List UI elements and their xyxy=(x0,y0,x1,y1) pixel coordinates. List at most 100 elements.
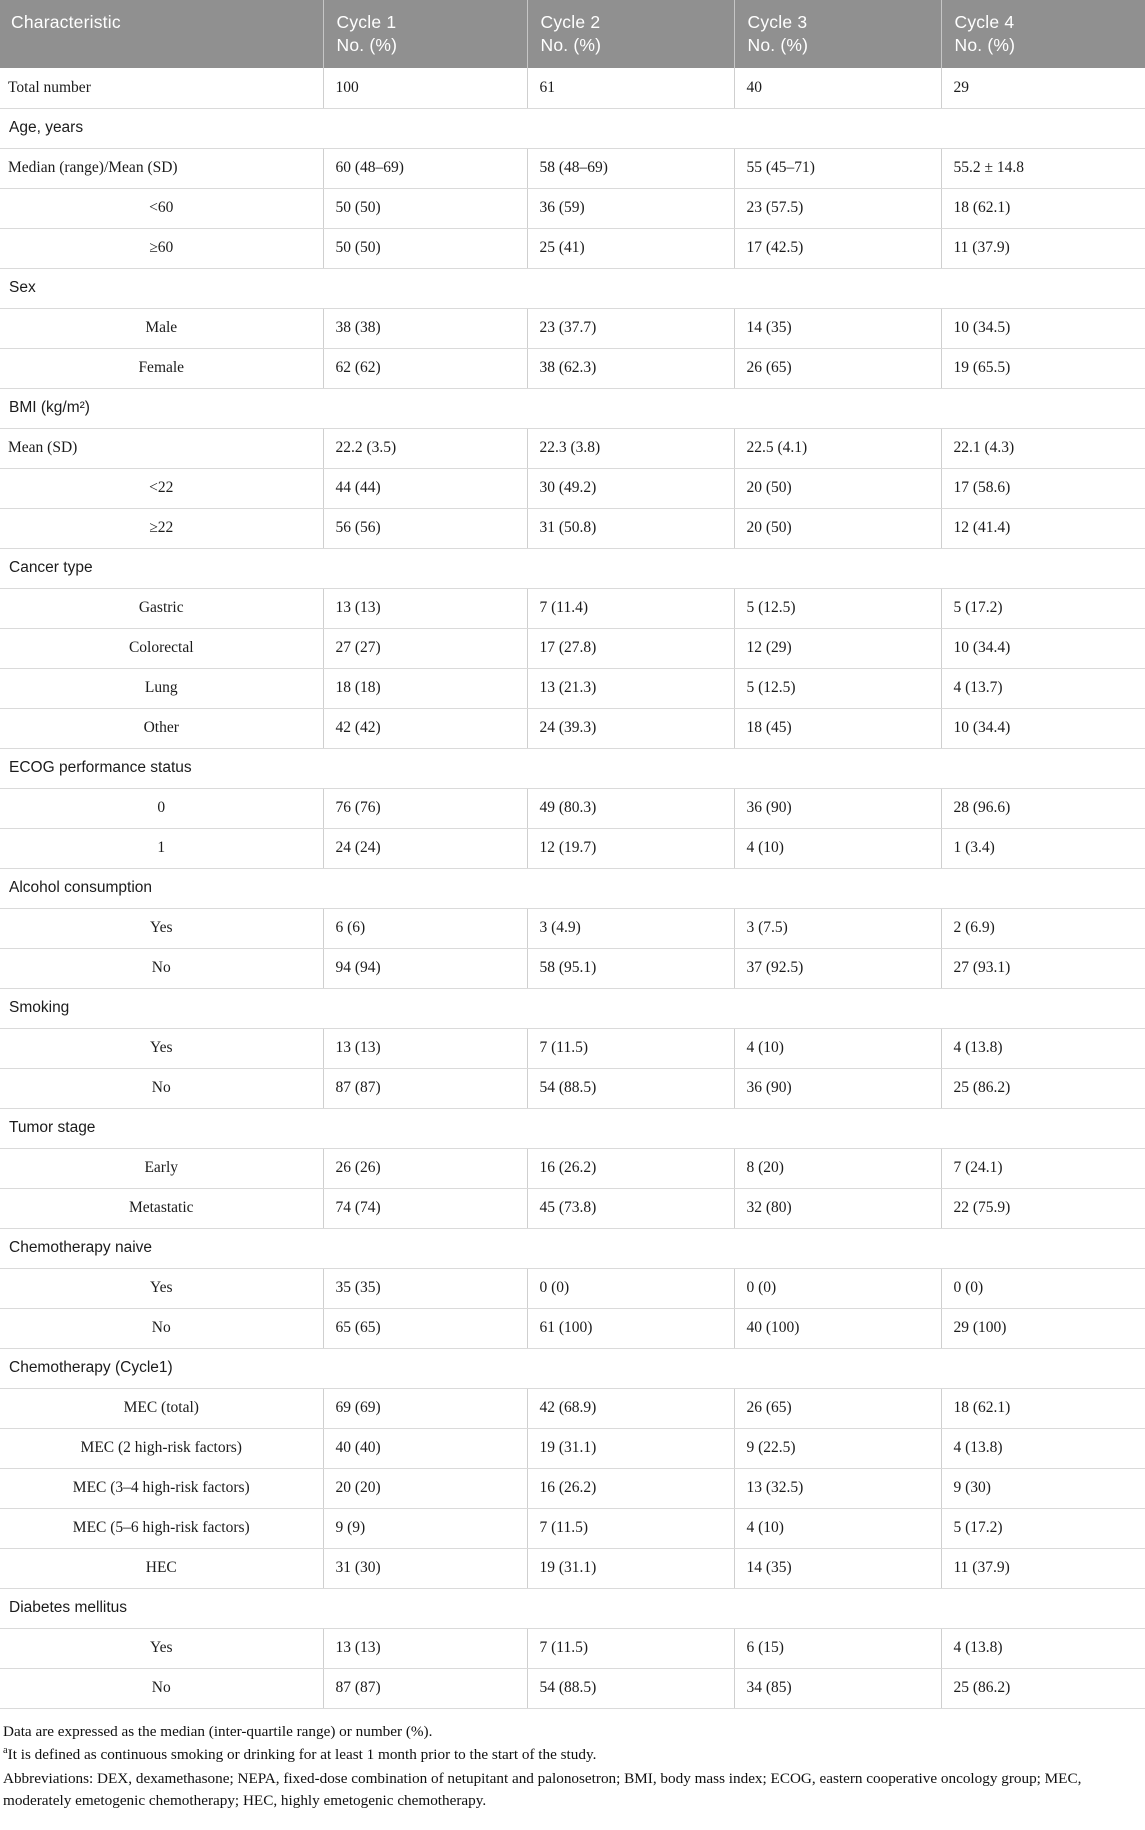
cell-cycle-2: 12 (19.7) xyxy=(526,828,734,869)
cell-cycle-4: 5 (17.2) xyxy=(940,1508,1145,1549)
cell-cycle-4: 9 (30) xyxy=(940,1468,1145,1509)
table-row: No 87 (87) 54 (88.5) 36 (90) 25 (86.2) xyxy=(0,1068,1145,1109)
table-row: No 65 (65) 61 (100) 40 (100) 29 (100) xyxy=(0,1308,1145,1349)
cell-cycle-2: 38 (62.3) xyxy=(526,348,734,389)
row-label: MEC (total) xyxy=(0,1388,323,1429)
cell-cycle-3: 36 (90) xyxy=(733,1068,941,1109)
cell-cycle-1: 31 (30) xyxy=(322,1548,527,1589)
row-label: <22 xyxy=(0,468,323,509)
cell-cycle-4: 17 (58.6) xyxy=(940,468,1145,509)
cell-cycle-2: 25 (41) xyxy=(526,228,734,269)
section-row-age-years: Age, years xyxy=(0,107,1145,149)
cell-cycle-4: 25 (86.2) xyxy=(940,1668,1145,1709)
cell-cycle-1: 42 (42) xyxy=(322,708,527,749)
column-subtitle: No. (%) xyxy=(747,35,809,55)
cell-cycle-4: 18 (62.1) xyxy=(940,188,1145,229)
cell-cycle-3: 20 (50) xyxy=(733,468,941,509)
cell-cycle-4: 55.2 ± 14.8 xyxy=(940,148,1145,189)
column-title: Cycle 3 xyxy=(747,12,808,32)
row-label: No xyxy=(0,1668,323,1709)
section-header-label: Sex xyxy=(0,267,1145,309)
cell-cycle-4: 22.1 (4.3) xyxy=(940,428,1145,469)
cell-cycle-4: 29 (100) xyxy=(940,1308,1145,1349)
cell-cycle-3: 20 (50) xyxy=(733,508,941,549)
column-header-cycle-4: Cycle 4 No. (%) xyxy=(940,0,1145,68)
table-header-row: Characteristic Cycle 1 No. (%) Cycle 2 No. (… xyxy=(0,0,1145,68)
cell-cycle-2: 0 (0) xyxy=(526,1268,734,1309)
section-header-label: Cancer type xyxy=(0,547,1145,589)
footnote-general-text: Data are expressed as the median (inter-… xyxy=(3,1722,433,1740)
cell-cycle-3: 8 (20) xyxy=(733,1148,941,1189)
cell-cycle-4: 11 (37.9) xyxy=(940,1548,1145,1589)
cell-cycle-1: 6 (6) xyxy=(322,908,527,949)
cell-cycle-3: 0 (0) xyxy=(733,1268,941,1309)
cell-cycle-4: 4 (13.8) xyxy=(940,1628,1145,1669)
footnote-general: Data are expressed as the median (inter-… xyxy=(3,1721,1142,1744)
row-label: HEC xyxy=(0,1548,323,1589)
cell-cycle-2: 22.3 (3.8) xyxy=(526,428,734,469)
cell-cycle-2: 3 (4.9) xyxy=(526,908,734,949)
footnote-a: aIt is defined as continuous smoking or … xyxy=(3,1744,1142,1767)
cell-cycle-4: 28 (96.6) xyxy=(940,788,1145,829)
cell-cycle-3: 26 (65) xyxy=(733,1388,941,1429)
section-row-bmi-kg-m: BMI (kg/m²) xyxy=(0,387,1145,429)
row-label: <60 xyxy=(0,188,323,229)
row-label: Yes xyxy=(0,1268,323,1309)
footnote-a-text: It is defined as continuous smoking or d… xyxy=(7,1746,597,1763)
row-label: Colorectal xyxy=(0,628,323,669)
section-row-chemotherapy-naive: Chemotherapy naive xyxy=(0,1227,1145,1269)
row-label: Lung xyxy=(0,668,323,709)
table-row: 0 76 (76) 49 (80.3) 36 (90) 28 (96.6) xyxy=(0,788,1145,829)
cell-cycle-3: 5 (12.5) xyxy=(733,668,941,709)
section-header-label: Age, years xyxy=(0,107,1145,149)
cell-cycle-3: 5 (12.5) xyxy=(733,588,941,629)
cell-cycle-3: 4 (10) xyxy=(733,1028,941,1069)
table-row: Gastric 13 (13) 7 (11.4) 5 (12.5) 5 (17.2) xyxy=(0,588,1145,629)
cell-cycle-2: 7 (11.4) xyxy=(526,588,734,629)
cell-cycle-3: 34 (85) xyxy=(733,1668,941,1709)
cell-cycle-2: 36 (59) xyxy=(526,188,734,229)
table-row: ≥22 56 (56) 31 (50.8) 20 (50) 12 (41.4) xyxy=(0,508,1145,549)
row-label: Yes xyxy=(0,1628,323,1669)
cell-cycle-4: 18 (62.1) xyxy=(940,1388,1145,1429)
cell-cycle-3: 40 xyxy=(733,68,941,109)
row-label: ≥60 xyxy=(0,228,323,269)
cell-cycle-2: 45 (73.8) xyxy=(526,1188,734,1229)
cell-cycle-4: 19 (65.5) xyxy=(940,348,1145,389)
column-subtitle: No. (%) xyxy=(954,35,1016,55)
cell-cycle-1: 13 (13) xyxy=(322,588,527,629)
cell-cycle-2: 7 (11.5) xyxy=(526,1028,734,1069)
table-row: Other 42 (42) 24 (39.3) 18 (45) 10 (34.4) xyxy=(0,708,1145,749)
cell-cycle-3: 4 (10) xyxy=(733,828,941,869)
table-footnotes: Data are expressed as the median (inter-… xyxy=(0,1709,1145,1830)
cell-cycle-4: 22 (75.9) xyxy=(940,1188,1145,1229)
cell-cycle-2: 23 (37.7) xyxy=(526,308,734,349)
cell-cycle-4: 10 (34.4) xyxy=(940,708,1145,749)
row-label: No xyxy=(0,1308,323,1349)
section-row-alcohol-consumption: Alcohol consumption xyxy=(0,867,1145,909)
table-row: Total number 100 61 40 29 xyxy=(0,68,1145,109)
cell-cycle-1: 24 (24) xyxy=(322,828,527,869)
cell-cycle-3: 22.5 (4.1) xyxy=(733,428,941,469)
cell-cycle-1: 87 (87) xyxy=(322,1668,527,1709)
column-title: Characteristic xyxy=(11,12,121,32)
cell-cycle-4: 2 (6.9) xyxy=(940,908,1145,949)
cell-cycle-1: 18 (18) xyxy=(322,668,527,709)
column-subtitle: No. (%) xyxy=(540,35,602,55)
row-label: ≥22 xyxy=(0,508,323,549)
table-row: Early 26 (26) 16 (26.2) 8 (20) 7 (24.1) xyxy=(0,1148,1145,1189)
cell-cycle-2: 16 (26.2) xyxy=(526,1468,734,1509)
cell-cycle-4: 29 xyxy=(940,68,1145,109)
table-row: Yes 35 (35) 0 (0) 0 (0) 0 (0) xyxy=(0,1268,1145,1309)
cell-cycle-2: 54 (88.5) xyxy=(526,1068,734,1109)
cell-cycle-1: 38 (38) xyxy=(322,308,527,349)
cell-cycle-3: 32 (80) xyxy=(733,1188,941,1229)
cell-cycle-4: 10 (34.5) xyxy=(940,308,1145,349)
cell-cycle-3: 4 (10) xyxy=(733,1508,941,1549)
column-header-cycle-1: Cycle 1 No. (%) xyxy=(322,0,527,68)
table-row: MEC (3–4 high-risk factors) 20 (20) 16 (26… xyxy=(0,1468,1145,1509)
cell-cycle-2: 30 (49.2) xyxy=(526,468,734,509)
section-row-tumor-stage: Tumor stage xyxy=(0,1107,1145,1149)
cell-cycle-3: 18 (45) xyxy=(733,708,941,749)
cell-cycle-1: 26 (26) xyxy=(322,1148,527,1189)
